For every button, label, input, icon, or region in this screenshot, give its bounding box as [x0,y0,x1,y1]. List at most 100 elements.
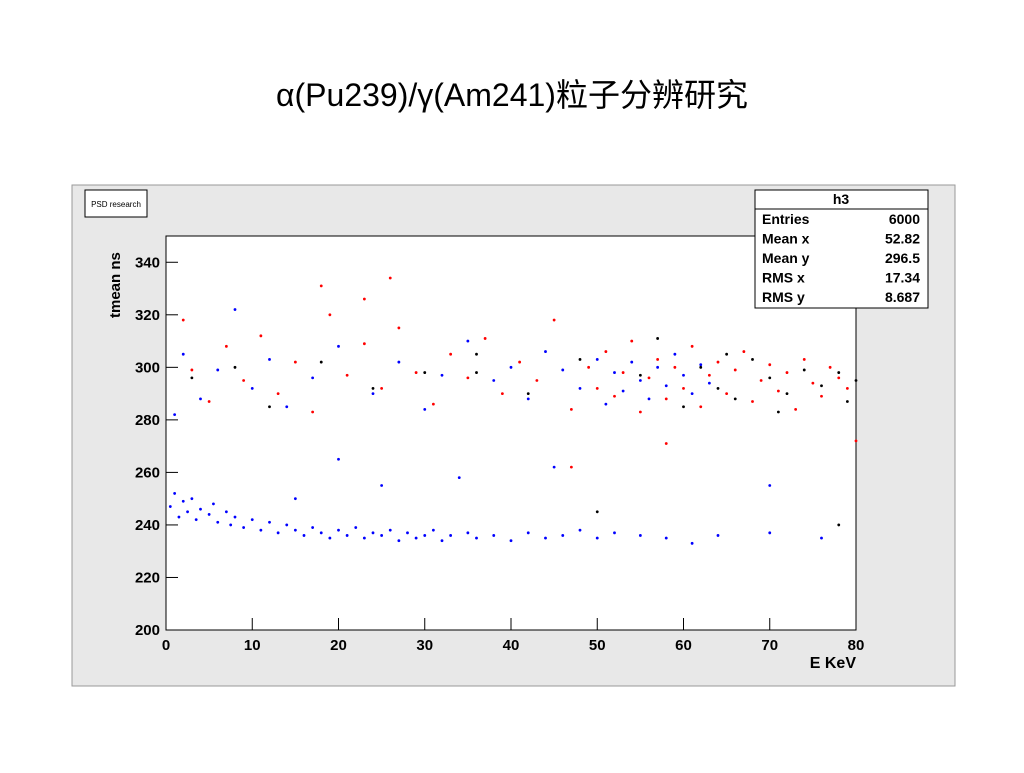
point [388,528,392,532]
point [186,510,189,514]
point [311,410,315,414]
plot-frame [165,235,857,631]
point [423,534,427,537]
point [302,534,306,537]
y-tick-label: 240 [135,517,160,534]
point [311,526,315,529]
point [475,352,478,356]
point [828,365,832,369]
point [656,365,660,369]
point [802,358,806,361]
point [820,394,823,398]
point [690,541,694,545]
point [595,536,599,540]
point [845,400,849,403]
point [380,534,384,537]
point [268,358,271,361]
point [526,531,530,535]
point [768,531,772,535]
point [276,531,280,535]
point [630,339,634,343]
slide-title: α(Pu239)/γ(Am241)粒子分辨研究 [276,77,748,113]
stats-value: 52.82 [885,231,920,247]
point [293,497,297,501]
point [354,526,358,529]
point [759,379,763,382]
point [613,371,616,374]
point [776,410,780,414]
x-tick-label: 60 [675,637,692,654]
point [414,371,418,374]
point [690,344,694,348]
point [613,394,616,398]
point [569,465,573,469]
point [466,376,470,380]
point [518,360,522,364]
point [233,308,237,311]
point [475,371,478,374]
point [190,368,194,372]
point [423,407,427,411]
point [337,528,340,532]
point [699,363,703,367]
point [440,373,444,377]
point [673,365,677,369]
point [475,536,478,540]
point [259,334,263,338]
point [168,505,172,508]
stats-value: 17.34 [885,270,920,286]
point [716,386,720,390]
point [216,368,220,372]
point [362,297,366,301]
x-axis-label: E KeV [810,655,857,672]
point [716,360,720,364]
point [751,358,754,361]
point [345,373,349,377]
point [552,465,556,469]
stats-label: Mean y [762,250,810,266]
point [699,405,703,409]
point [578,528,582,532]
point [837,371,841,374]
point [638,534,642,537]
stats-value: 296.5 [885,250,920,266]
point [362,536,366,540]
point [630,360,634,364]
point [362,342,366,346]
point [604,402,608,406]
point [224,510,228,514]
point [604,350,608,353]
point [595,386,599,390]
point [699,365,703,369]
point [595,510,599,514]
point [181,318,185,322]
point [397,539,401,543]
y-tick-label: 280 [135,412,160,429]
point [638,379,642,382]
y-tick-label: 300 [135,359,160,376]
point [224,344,228,348]
point [380,484,384,487]
point [707,373,711,377]
point [207,400,211,403]
point [725,352,729,356]
point [682,373,685,377]
x-tick-label: 70 [761,637,778,654]
point [233,515,237,519]
point [638,373,642,377]
point [406,531,409,535]
point [319,531,323,535]
x-tick-label: 50 [589,637,606,654]
point [664,442,668,445]
point [177,515,181,519]
y-tick-label: 260 [135,464,160,481]
point [578,386,582,390]
x-tick-label: 0 [162,637,170,654]
point [199,507,202,511]
point [526,392,530,395]
point [311,376,315,380]
point [181,499,185,503]
point [785,371,789,374]
point [716,534,720,537]
